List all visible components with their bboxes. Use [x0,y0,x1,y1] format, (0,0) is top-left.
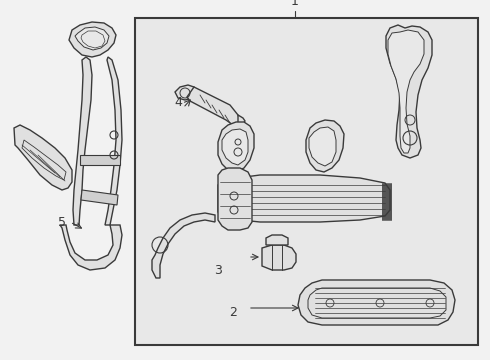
Text: 5: 5 [58,216,66,229]
Polygon shape [14,125,72,190]
Polygon shape [75,27,109,50]
Polygon shape [60,225,122,270]
Text: 1: 1 [291,0,299,8]
Polygon shape [262,245,296,270]
Polygon shape [218,175,390,222]
Polygon shape [175,85,196,100]
Polygon shape [218,122,254,172]
Bar [135,18,478,345]
Polygon shape [218,168,252,230]
Polygon shape [306,120,344,172]
Polygon shape [73,57,92,225]
Polygon shape [105,57,122,225]
Polygon shape [238,115,245,124]
Polygon shape [388,30,424,153]
Polygon shape [187,87,240,125]
Polygon shape [222,129,248,165]
Text: 2: 2 [229,306,237,319]
Polygon shape [298,280,455,325]
Polygon shape [309,127,336,166]
Polygon shape [266,235,288,245]
Polygon shape [386,25,432,158]
Polygon shape [80,155,120,165]
Text: 4: 4 [174,95,182,108]
Polygon shape [69,22,116,57]
Text: 3: 3 [214,264,222,276]
Polygon shape [81,190,118,205]
Polygon shape [152,213,215,278]
